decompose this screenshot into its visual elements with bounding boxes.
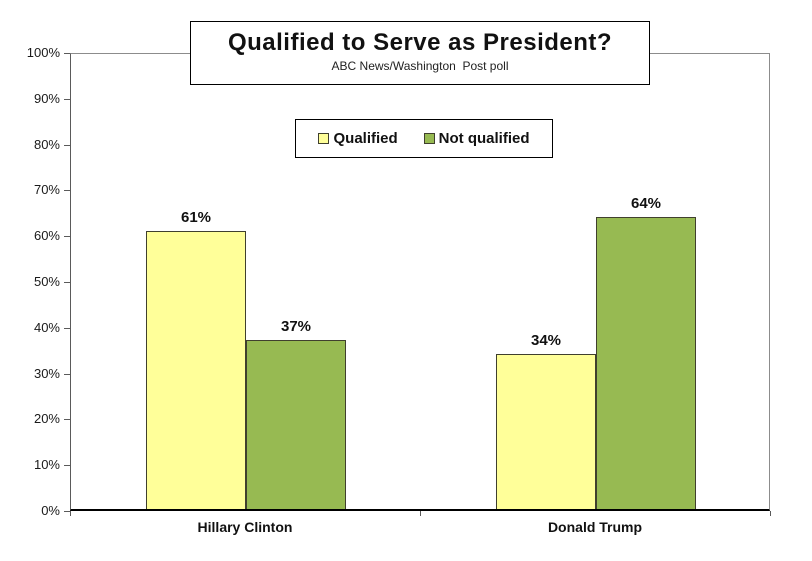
chart-subtitle: ABC News/Washington Post poll	[331, 59, 509, 73]
y-tick-mark	[64, 99, 70, 100]
y-tick-mark	[64, 145, 70, 146]
y-tick-label: 60%	[33, 228, 60, 243]
y-tick-label: 0%	[41, 503, 60, 518]
y-tick-label: 90%	[33, 91, 60, 106]
y-tick-label: 50%	[33, 274, 60, 289]
bar-qualified	[496, 354, 596, 509]
bar-data-label: 37%	[280, 318, 312, 335]
y-tick-label: 70%	[33, 182, 60, 197]
y-tick-mark	[64, 282, 70, 283]
legend-item: Not qualified	[423, 130, 530, 147]
y-tick-label: 30%	[33, 366, 60, 381]
y-tick-label: 20%	[33, 411, 60, 426]
y-tick-label: 100%	[26, 45, 60, 60]
legend-label: Not qualified	[438, 130, 530, 147]
y-tick-mark	[64, 53, 70, 54]
y-tick-mark	[64, 374, 70, 375]
x-category-label: Donald Trump	[547, 519, 643, 535]
y-tick-label: 40%	[33, 320, 60, 335]
x-tick-mark	[770, 511, 771, 516]
legend: Qualified Not qualified	[295, 119, 553, 158]
legend-swatch-icon	[318, 133, 330, 144]
legend-label: Qualified	[333, 130, 398, 147]
chart-title: Qualified to Serve as President?	[227, 29, 613, 56]
bar-data-label: 34%	[530, 332, 562, 349]
chart-title-box: Qualified to Serve as President? ABC New…	[190, 21, 650, 85]
y-tick-label: 80%	[33, 137, 60, 152]
bar-not-qualified	[246, 340, 346, 509]
y-tick-mark	[64, 465, 70, 466]
x-tick-mark	[70, 511, 71, 516]
bar-data-label: 64%	[630, 195, 662, 212]
x-category-label: Hillary Clinton	[197, 519, 293, 535]
legend-item: Qualified	[318, 130, 398, 147]
bar-qualified	[146, 231, 246, 509]
bar-data-label: 61%	[180, 209, 212, 226]
y-tick-mark	[64, 190, 70, 191]
legend-swatch-icon	[423, 133, 435, 144]
bar-not-qualified	[596, 217, 696, 509]
y-tick-mark	[64, 236, 70, 237]
x-tick-mark	[420, 511, 421, 516]
y-tick-mark	[64, 328, 70, 329]
y-tick-mark	[64, 419, 70, 420]
y-tick-label: 10%	[33, 457, 60, 472]
y-tick-mark	[64, 511, 70, 512]
